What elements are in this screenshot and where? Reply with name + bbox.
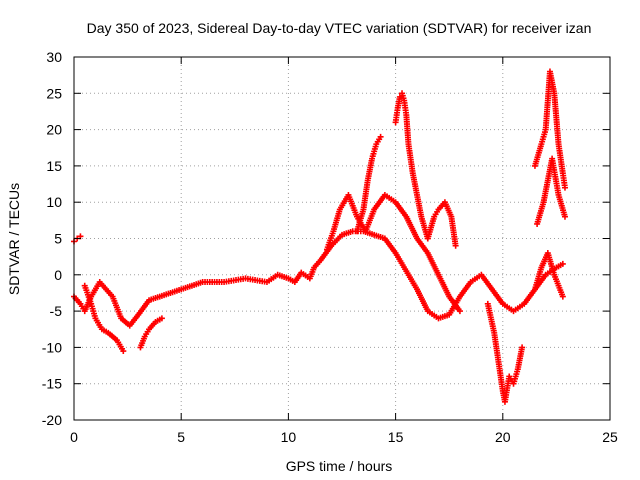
series-late-peak	[531, 68, 568, 191]
y-tick-label: 5	[54, 231, 62, 247]
data-point-marker	[561, 184, 568, 191]
y-ticks: -20 -15 -10 -5 0 5 10 15 20 25 30	[42, 49, 610, 428]
x-tick-label: 10	[281, 429, 297, 445]
y-tick-label: 0	[54, 267, 62, 283]
data-point-marker	[559, 293, 566, 300]
series-main	[71, 228, 566, 329]
x-ticks: 0 5 10 15 20 25	[70, 57, 618, 445]
x-tick-label: 15	[388, 429, 404, 445]
x-tick-label: 0	[70, 429, 78, 445]
data-point-marker	[120, 348, 127, 355]
series-dip-early	[81, 282, 127, 355]
y-tick-label: 10	[46, 194, 62, 210]
y-tick-label: 25	[46, 85, 62, 101]
data-point-marker	[519, 344, 526, 351]
y-tick-label: -15	[42, 376, 62, 392]
x-axis-label: GPS time / hours	[286, 458, 393, 474]
data-point-marker	[452, 242, 459, 249]
data-point-marker	[456, 308, 463, 315]
y-axis-label: SDTVAR / TECUs	[6, 183, 22, 295]
series-late-mid	[534, 155, 568, 227]
data-point-marker	[377, 133, 384, 140]
y-tick-label: 30	[46, 49, 62, 65]
data-point-marker	[561, 213, 568, 220]
x-tick-label: 25	[602, 429, 618, 445]
series-deep-dip-20	[484, 300, 526, 405]
series-branch-16	[424, 199, 459, 249]
chart-title: Day 350 of 2023, Sidereal Day-to-day VTE…	[87, 20, 592, 36]
data-series	[71, 68, 568, 405]
series-spike-14	[354, 133, 384, 235]
data-point-marker	[158, 315, 165, 322]
data-point-marker	[559, 260, 566, 267]
series-dip-mid	[137, 315, 165, 351]
y-tick-label: 15	[46, 158, 62, 174]
y-tick-label: -10	[42, 339, 62, 355]
series-upper-branch	[323, 191, 463, 315]
y-tick-label: 20	[46, 122, 62, 138]
y-tick-label: -5	[50, 303, 63, 319]
x-tick-label: 5	[177, 429, 185, 445]
x-tick-label: 20	[495, 429, 511, 445]
series-late-low	[531, 250, 566, 300]
y-tick-label: -20	[42, 412, 62, 428]
